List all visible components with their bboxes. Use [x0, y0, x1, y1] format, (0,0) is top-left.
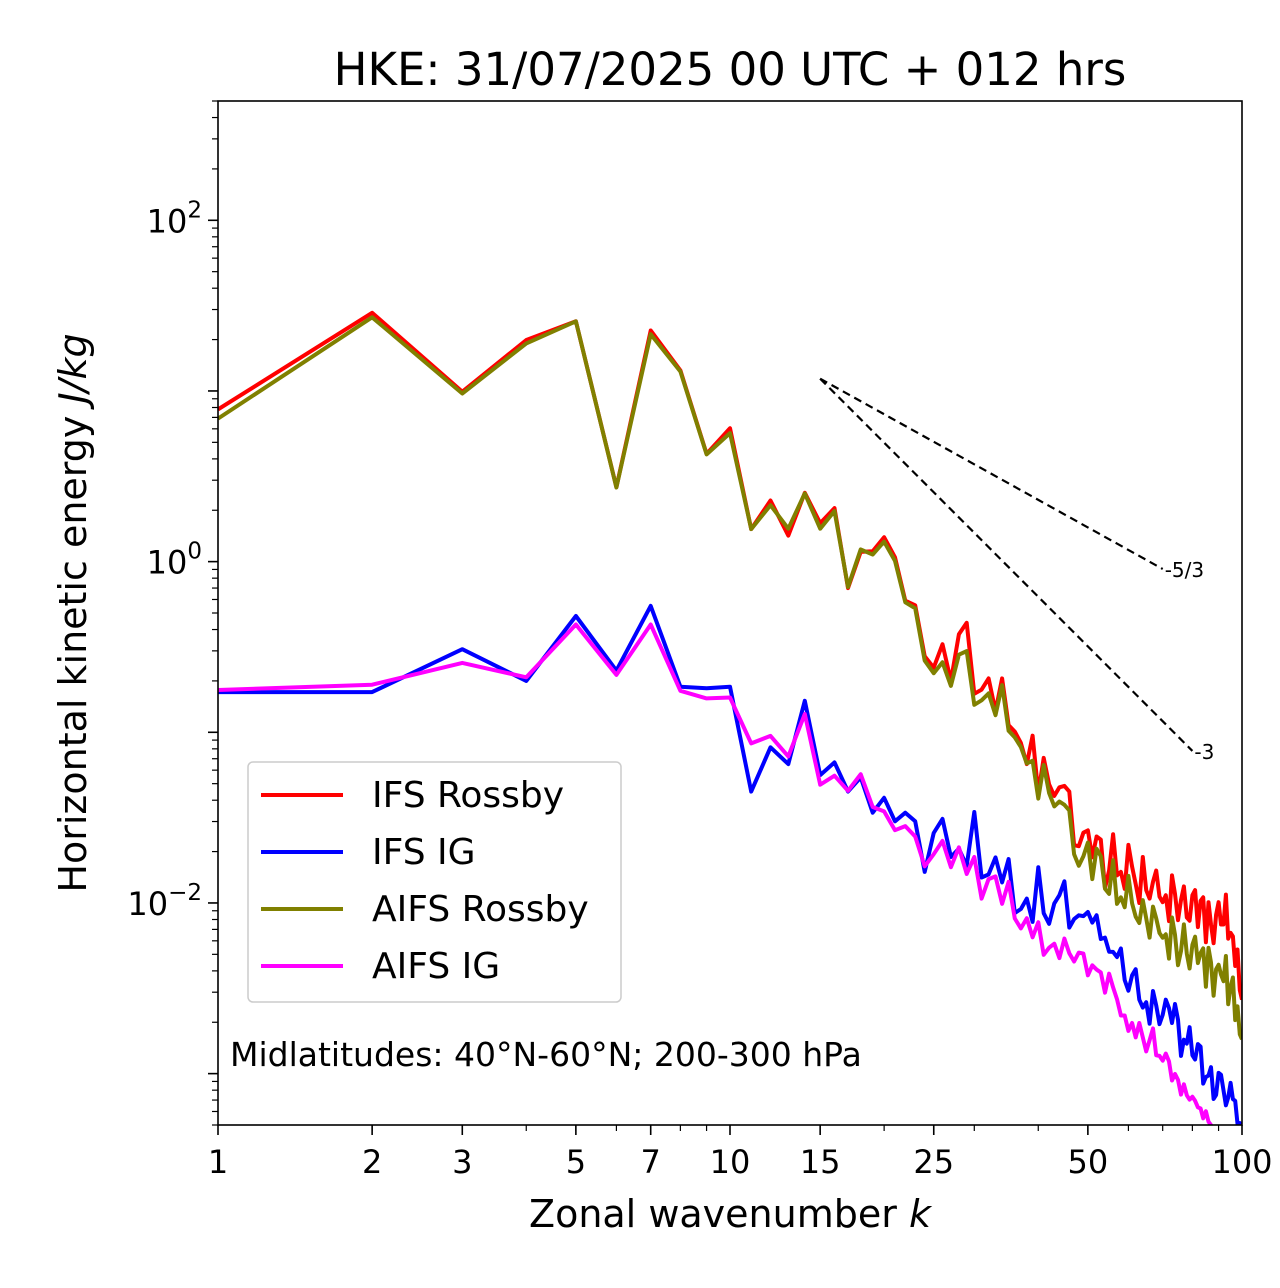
x-tick-label: 7 — [641, 1143, 661, 1181]
chart-title: HKE: 31/07/2025 00 UTC + 012 hrs — [334, 43, 1127, 96]
x-axis-title: Zonal wavenumber k — [529, 1192, 933, 1236]
x-tick-label: 5 — [566, 1143, 586, 1181]
legend-label-ifs-ig: IFS IG — [372, 832, 476, 873]
x-axis-label: Zonal wavenumber — [529, 1192, 897, 1236]
y-tick-label: 100 — [147, 539, 202, 582]
series-line-aifs-ig — [218, 622, 1214, 1125]
y-axis-title: Horizontal kinetic energy J/kg — [51, 333, 95, 892]
y-tick-label: 102 — [147, 197, 202, 240]
legend-label-aifs-rossby: AIFS Rossby — [372, 889, 589, 930]
series-lines — [218, 310, 1242, 1125]
slope-line — [819, 377, 1164, 570]
reference-slopes: -5/3 -3 — [819, 377, 1214, 764]
legend-label-aifs-ig: AIFS IG — [372, 946, 500, 987]
y-axis-label: Horizontal kinetic energy — [51, 416, 95, 893]
legend: IFS Rossby IFS IG AIFS Rossby AIFS IG — [247, 761, 622, 1003]
svg-text:Horizontal kinetic energy J/kg: Horizontal kinetic energy J/kg — [51, 333, 95, 892]
svg-text:Zonal wavenumber k: Zonal wavenumber k — [529, 1192, 933, 1236]
y-axis-unit: J/kg — [51, 333, 95, 410]
axis-ticks: 1 2 3 5 7 10 15 25 50 100 102 100 10−2 — [127, 100, 1273, 1181]
slope-line — [819, 377, 1194, 752]
x-tick-label: 10 — [710, 1143, 751, 1181]
slope-label: -3 — [1194, 740, 1214, 764]
slope-label: -5/3 — [1165, 558, 1204, 582]
x-tick-label: 2 — [362, 1143, 382, 1181]
y-tick-label: 10−2 — [127, 880, 202, 923]
series-line-aifs-rossby — [218, 315, 1242, 1041]
legend-box — [247, 761, 622, 1003]
legend-label-ifs-rossby: IFS Rossby — [372, 775, 564, 816]
x-tick-label: 3 — [452, 1143, 472, 1181]
plot-frame — [217, 100, 1243, 1126]
x-axis-variable: k — [909, 1192, 933, 1236]
x-tick-label: 1 — [208, 1143, 228, 1181]
x-tick-label: 100 — [1211, 1143, 1272, 1181]
x-tick-label: 50 — [1068, 1143, 1109, 1181]
x-tick-label: 25 — [913, 1143, 954, 1181]
region-annotation: Midlatitudes: 40°N-60°N; 200-300 hPa — [230, 1035, 862, 1074]
x-tick-label: 15 — [800, 1143, 841, 1181]
